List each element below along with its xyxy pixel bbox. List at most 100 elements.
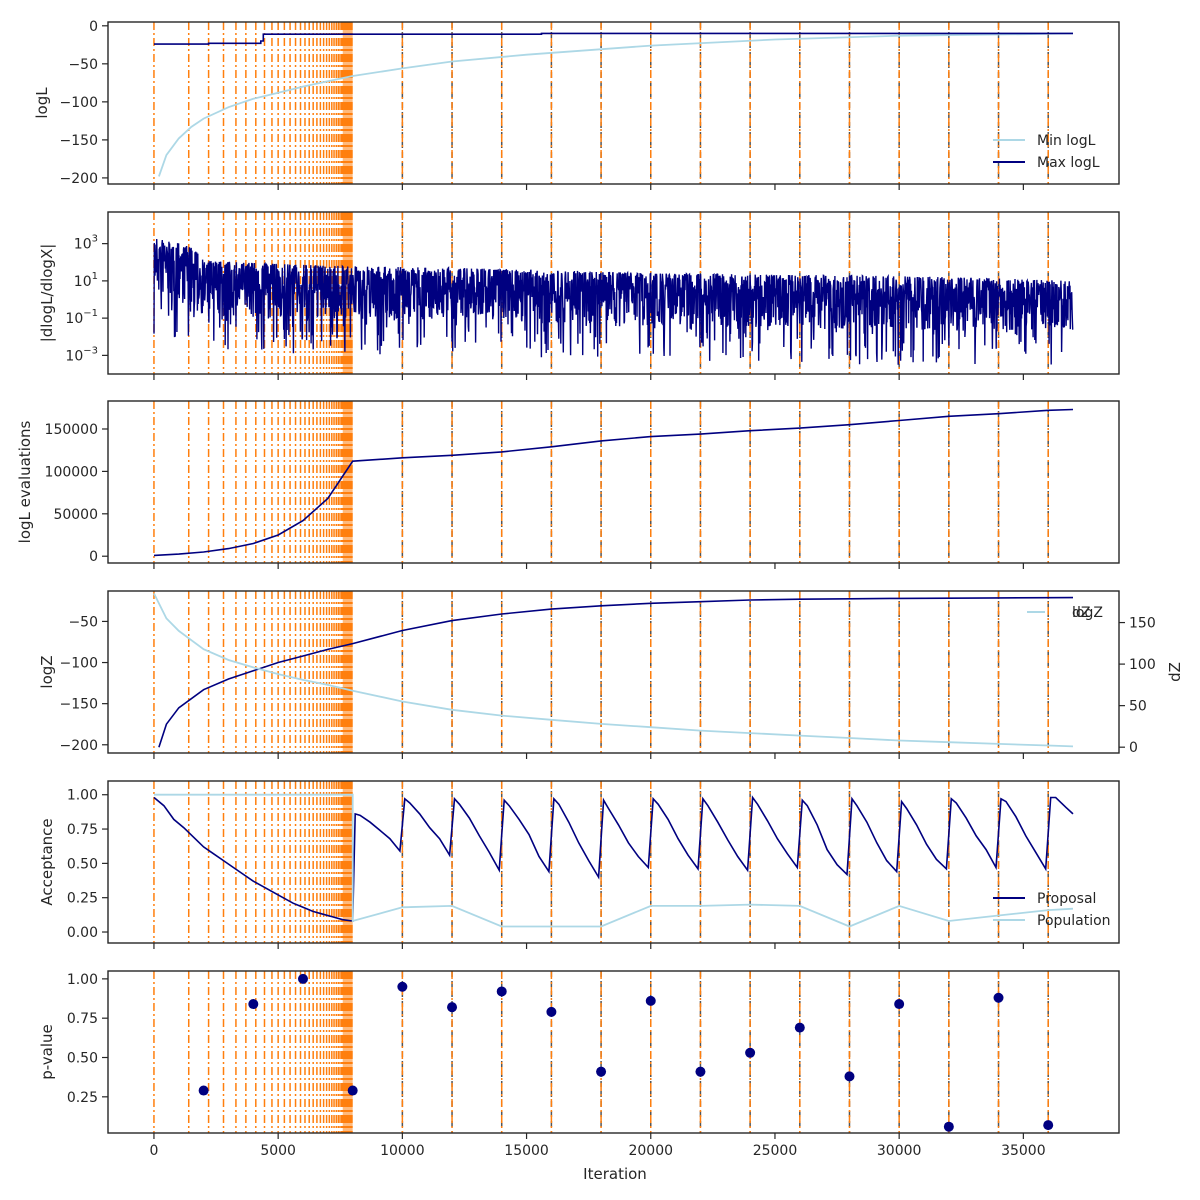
y-tick-label: 10−3 bbox=[65, 345, 98, 364]
panel-3: 0 50000 100000 150000 logL evaluations bbox=[16, 400, 1120, 569]
panel-2: 103 101 10−1 10−3 |dlogL/dlogX| bbox=[38, 211, 1120, 380]
y-tick-label: 0 bbox=[89, 549, 98, 565]
axes-frame bbox=[107, 211, 1120, 375]
y-axis-label: |dlogL/dlogX| bbox=[38, 244, 56, 343]
axes-frame bbox=[107, 970, 1120, 1134]
y-tick-label: 0.75 bbox=[67, 1011, 98, 1027]
plot-area bbox=[153, 22, 1074, 184]
y-tick-label: 0.25 bbox=[67, 891, 98, 907]
y-tick-label: −150 bbox=[60, 697, 98, 713]
plot-area bbox=[153, 781, 1074, 943]
y-tick-label: −200 bbox=[60, 171, 98, 187]
legend-label: Population bbox=[1037, 913, 1111, 929]
y-axis-label: p-value bbox=[38, 1024, 56, 1080]
y2-axis-label: dZ bbox=[1166, 662, 1184, 682]
panel-6: 0 5000 10000 15000 20000 25000 30000 35000 1.00 0… bbox=[38, 970, 1120, 1159]
x-tick-label: 5000 bbox=[260, 1143, 296, 1159]
y-axis-label: logL evaluations bbox=[16, 420, 34, 543]
legend-label: Proposal bbox=[1037, 891, 1096, 907]
y-tick-label: 10−1 bbox=[65, 308, 98, 327]
legend: Proposal Population bbox=[993, 891, 1111, 929]
series-line bbox=[153, 408, 1074, 557]
data-point bbox=[695, 1066, 706, 1077]
data-point bbox=[596, 1066, 607, 1077]
legend-label: Min logL bbox=[1037, 133, 1096, 149]
x-tick-label: 15000 bbox=[504, 1143, 549, 1159]
y-tick-label: −100 bbox=[60, 656, 98, 672]
x-tick-label: 35000 bbox=[1001, 1143, 1046, 1159]
series-line bbox=[154, 32, 1073, 45]
y2-tick-label: 150 bbox=[1129, 616, 1156, 632]
series-line bbox=[158, 32, 1074, 177]
panel-5: 1.00 0.75 0.50 0.25 0.00 Acceptance Proposal Po… bbox=[38, 780, 1120, 949]
y-tick-label: 0 bbox=[89, 19, 98, 35]
y-tick-label: −100 bbox=[60, 95, 98, 111]
y2-tick-label: 100 bbox=[1129, 657, 1156, 673]
x-tick-label: 20000 bbox=[628, 1143, 673, 1159]
data-point bbox=[645, 995, 656, 1006]
data-point bbox=[794, 1022, 805, 1033]
series-line bbox=[153, 238, 1074, 365]
data-point bbox=[993, 992, 1004, 1003]
y-tick-label: 0.00 bbox=[67, 925, 98, 941]
y-tick-label: −50 bbox=[68, 614, 98, 630]
data-point bbox=[297, 973, 308, 984]
series-line bbox=[154, 793, 1074, 928]
y-tick-label: 103 bbox=[74, 234, 98, 253]
y-tick-label: −200 bbox=[60, 738, 98, 754]
x-tick-label: 25000 bbox=[753, 1143, 798, 1159]
axes-frame bbox=[107, 590, 1120, 754]
legend: Min logL Max logL bbox=[993, 133, 1100, 171]
axes-frame bbox=[107, 780, 1120, 944]
x-axis-label: Iteration bbox=[583, 1165, 647, 1183]
data-point bbox=[198, 1085, 209, 1096]
y-tick-label: 0.50 bbox=[67, 856, 98, 872]
data-point bbox=[397, 981, 408, 992]
axes-frame bbox=[107, 21, 1120, 185]
panel-1: 0 −50 −100 −150 −200 logL Min logL Max logL bbox=[33, 19, 1120, 190]
data-point bbox=[546, 1006, 557, 1017]
data-point bbox=[447, 1002, 458, 1013]
y-axis-label: Acceptance bbox=[38, 818, 56, 905]
plot-area bbox=[153, 971, 1054, 1133]
legend-label: Max logL bbox=[1037, 155, 1100, 171]
data-point bbox=[745, 1047, 756, 1058]
y-axis-label: logZ bbox=[38, 655, 56, 688]
y2-tick-label: 50 bbox=[1129, 699, 1147, 715]
y-tick-label: 1.00 bbox=[67, 972, 98, 988]
y-tick-label: 0.50 bbox=[67, 1051, 98, 1067]
plot-area bbox=[153, 212, 1074, 374]
y-tick-label: 150000 bbox=[45, 422, 98, 438]
series-line bbox=[158, 596, 1074, 748]
series-line bbox=[153, 795, 1074, 922]
y-axis-label: logL bbox=[33, 87, 51, 119]
data-point bbox=[1043, 1120, 1054, 1131]
legend-label: dZ bbox=[1072, 605, 1090, 621]
y-tick-label: 50000 bbox=[53, 507, 98, 523]
x-tick-label: 10000 bbox=[380, 1143, 425, 1159]
data-point bbox=[347, 1085, 358, 1096]
x-tick-label: 30000 bbox=[877, 1143, 922, 1159]
plot-area bbox=[153, 401, 1074, 563]
y2-tick-label: 0 bbox=[1129, 740, 1138, 756]
data-point bbox=[894, 999, 905, 1010]
data-point bbox=[248, 999, 259, 1010]
y-tick-label: −150 bbox=[60, 133, 98, 149]
data-point bbox=[844, 1071, 855, 1082]
series-line bbox=[153, 593, 1074, 748]
y-tick-label: 100000 bbox=[45, 464, 98, 480]
y-tick-label: 0.75 bbox=[67, 822, 98, 838]
x-tick-label: 0 bbox=[149, 1143, 158, 1159]
axes-frame bbox=[107, 400, 1120, 564]
legend-label: logZ bbox=[1072, 605, 1103, 621]
plot-area bbox=[153, 591, 1074, 753]
data-point bbox=[496, 986, 507, 997]
data-point bbox=[943, 1121, 954, 1132]
y-tick-label: −50 bbox=[68, 57, 98, 73]
y-tick-label: 1.00 bbox=[67, 788, 98, 804]
y-tick-label: 0.25 bbox=[67, 1090, 98, 1106]
y-tick-label: 101 bbox=[74, 271, 98, 290]
